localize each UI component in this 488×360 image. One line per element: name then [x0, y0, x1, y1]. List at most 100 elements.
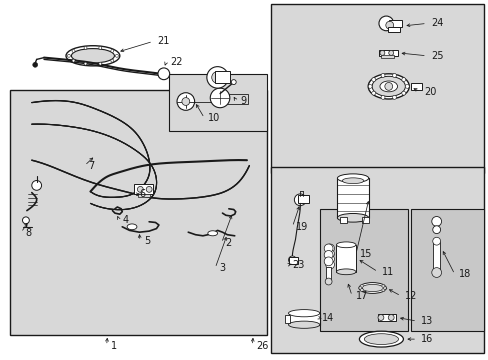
Bar	[377, 314, 395, 321]
Ellipse shape	[359, 331, 403, 347]
Circle shape	[111, 59, 114, 62]
Circle shape	[288, 256, 296, 264]
Bar	[10, 90, 266, 335]
Circle shape	[401, 78, 405, 82]
Bar	[225, 94, 247, 104]
Bar	[325, 267, 330, 281]
Circle shape	[392, 95, 396, 99]
Circle shape	[371, 78, 375, 82]
Text: 4: 4	[122, 215, 129, 225]
Bar	[410, 83, 421, 90]
Bar	[410, 209, 483, 331]
Circle shape	[99, 62, 102, 65]
Circle shape	[206, 67, 228, 88]
Bar	[288, 313, 320, 325]
Ellipse shape	[379, 81, 397, 92]
Bar	[388, 20, 402, 27]
Ellipse shape	[288, 321, 319, 328]
Text: 19: 19	[296, 222, 308, 232]
Circle shape	[381, 289, 384, 292]
Circle shape	[432, 237, 440, 245]
Text: 8: 8	[25, 228, 31, 238]
Circle shape	[384, 82, 392, 90]
Circle shape	[158, 68, 169, 80]
Circle shape	[358, 287, 361, 289]
Circle shape	[111, 49, 114, 53]
Text: 10: 10	[208, 113, 220, 123]
Bar	[381, 55, 393, 58]
Circle shape	[84, 46, 87, 49]
Circle shape	[401, 91, 405, 95]
Circle shape	[367, 85, 371, 88]
Circle shape	[146, 186, 152, 192]
Text: 23: 23	[292, 260, 304, 270]
Circle shape	[432, 226, 440, 234]
Circle shape	[325, 260, 334, 269]
Circle shape	[360, 284, 363, 287]
Circle shape	[325, 244, 334, 253]
Bar	[320, 209, 407, 331]
Text: 6: 6	[139, 189, 145, 199]
Text: 25: 25	[430, 51, 443, 61]
Circle shape	[325, 255, 334, 264]
Text: 16: 16	[420, 334, 432, 344]
Bar	[134, 184, 153, 194]
Circle shape	[405, 85, 408, 88]
Circle shape	[371, 91, 375, 95]
Text: 2: 2	[225, 238, 231, 248]
Bar	[138, 194, 150, 197]
Circle shape	[67, 54, 70, 57]
Circle shape	[211, 72, 223, 83]
Circle shape	[84, 62, 87, 65]
Ellipse shape	[361, 284, 383, 292]
Text: 14: 14	[321, 312, 333, 323]
Bar	[361, 217, 368, 223]
Circle shape	[115, 54, 118, 57]
Circle shape	[431, 267, 441, 278]
Circle shape	[431, 216, 441, 226]
Circle shape	[99, 46, 102, 49]
Text: 22: 22	[170, 57, 183, 67]
Bar	[336, 245, 355, 272]
Text: 26: 26	[256, 341, 268, 351]
Circle shape	[22, 217, 29, 224]
Circle shape	[325, 278, 331, 285]
Bar	[378, 50, 397, 56]
Ellipse shape	[66, 46, 120, 66]
Circle shape	[33, 62, 38, 67]
Text: 5: 5	[143, 236, 150, 246]
Bar	[298, 195, 308, 203]
Text: 18: 18	[458, 269, 470, 279]
Ellipse shape	[71, 49, 114, 63]
Ellipse shape	[336, 242, 355, 248]
Circle shape	[377, 315, 383, 320]
Text: 9: 9	[240, 96, 246, 106]
Circle shape	[210, 88, 229, 108]
Circle shape	[294, 194, 305, 206]
Circle shape	[325, 249, 334, 258]
Text: 21: 21	[157, 36, 169, 46]
Text: 12: 12	[404, 291, 416, 301]
Bar	[271, 4, 483, 173]
Text: 13: 13	[420, 316, 432, 326]
Circle shape	[137, 186, 143, 192]
Circle shape	[380, 73, 384, 77]
Bar	[271, 167, 483, 353]
Circle shape	[378, 16, 393, 31]
Bar	[432, 241, 439, 272]
Ellipse shape	[367, 74, 408, 99]
Ellipse shape	[127, 224, 137, 230]
Text: 1: 1	[110, 341, 117, 351]
Ellipse shape	[207, 231, 217, 236]
Ellipse shape	[288, 310, 319, 317]
Circle shape	[383, 287, 386, 289]
Circle shape	[72, 49, 75, 53]
Circle shape	[385, 21, 393, 29]
Circle shape	[177, 93, 194, 110]
Bar	[285, 315, 289, 323]
Ellipse shape	[342, 178, 363, 184]
Text: 17: 17	[355, 291, 367, 301]
Ellipse shape	[337, 174, 368, 183]
Circle shape	[392, 73, 396, 77]
Circle shape	[381, 284, 384, 287]
